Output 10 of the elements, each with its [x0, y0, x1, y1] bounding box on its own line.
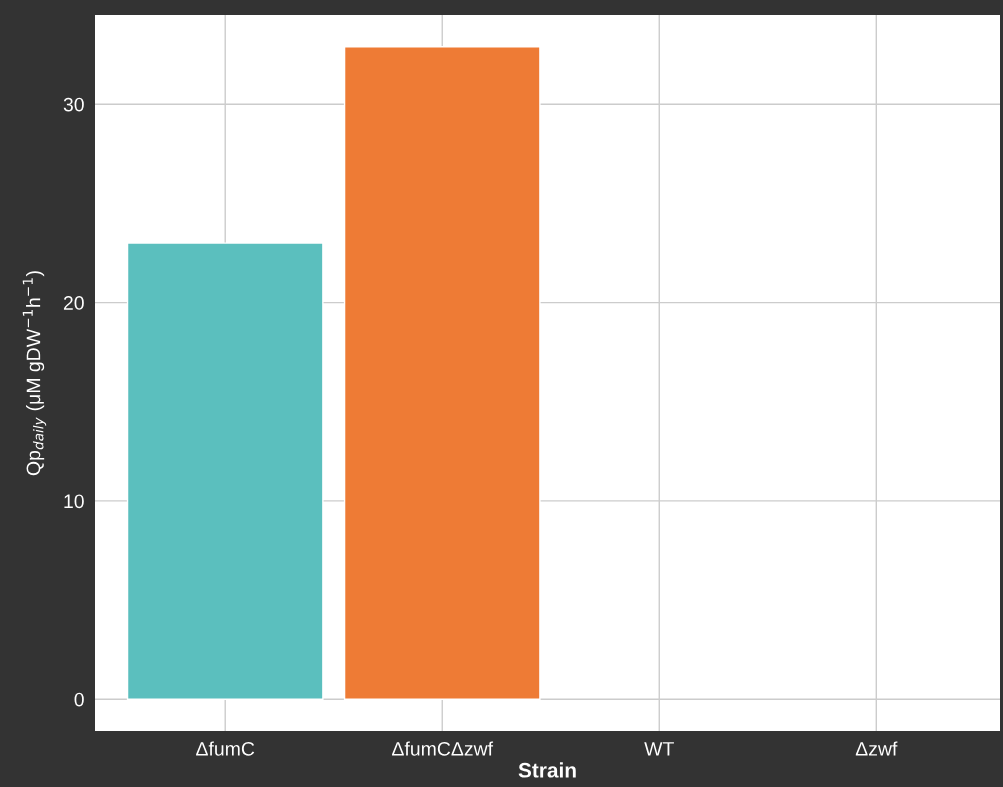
x-tick-label: WT — [644, 742, 674, 756]
y-tick-label: 10 — [64, 494, 84, 509]
x-tick-label: ΔfumC — [196, 741, 255, 756]
y-tick-label: 0 — [74, 692, 84, 707]
y-tick-label: 30 — [63, 97, 84, 112]
y-tick-label: 20 — [63, 296, 84, 310]
x-tick-label: ΔfumCΔzwf — [392, 741, 494, 756]
y-axis-title: Qp$_{daily}$ (μM gDW$^{−1}$h$^{−1}$) — [22, 271, 47, 476]
x-axis-title: Strain — [518, 762, 576, 778]
x-tick-label: Δzwf — [855, 741, 898, 756]
